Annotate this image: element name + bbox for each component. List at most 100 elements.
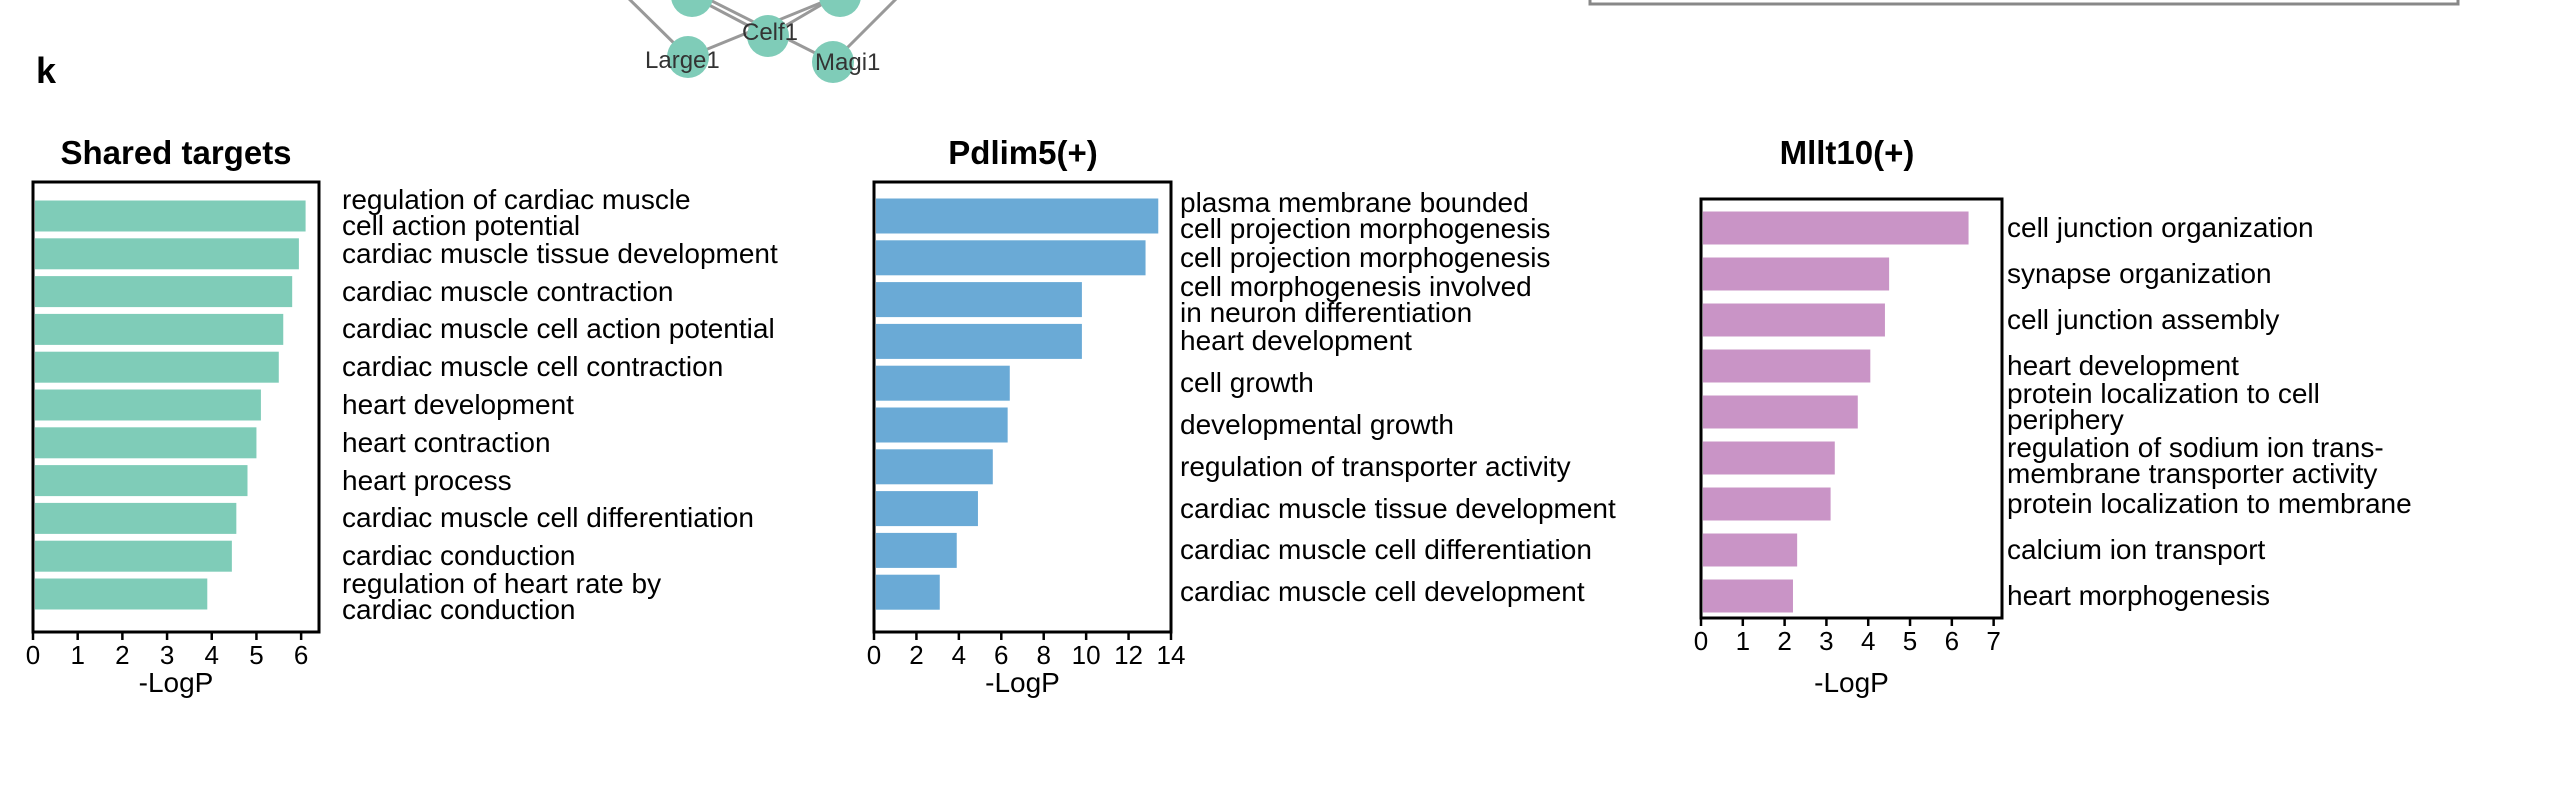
x-tick-label: 14 bbox=[1156, 640, 1186, 670]
category-label: cardiac muscle cell differentiation bbox=[1180, 534, 1592, 566]
category-label: developmental growth bbox=[1180, 409, 1454, 440]
bar-shared-targets bbox=[35, 540, 232, 572]
x-tick-label: 4 bbox=[1860, 626, 1876, 656]
x-axis-title: -LogP bbox=[985, 667, 1060, 698]
x-tick-label: 6 bbox=[293, 640, 309, 670]
x-tick-label: 4 bbox=[951, 640, 967, 670]
bar-shared-targets bbox=[35, 276, 293, 308]
bar-shared-targets bbox=[35, 389, 261, 421]
category-label: heart process bbox=[342, 464, 512, 496]
x-tick-label: 5 bbox=[249, 640, 264, 670]
category-label: cardiac muscle tissue development bbox=[342, 237, 778, 269]
bar-pdlim5 bbox=[876, 198, 1159, 234]
plot-frame bbox=[31, 180, 321, 634]
bar-shared-targets bbox=[35, 351, 279, 383]
network-node bbox=[819, 0, 861, 17]
category-label: cell growth bbox=[1180, 367, 1314, 399]
bar-mllt10 bbox=[1703, 395, 1858, 429]
bar-mllt10 bbox=[1703, 257, 1890, 291]
category-label: regulation of sodium ion trans- membrane… bbox=[2007, 432, 2384, 489]
category-label: heart development bbox=[1180, 325, 1412, 357]
category-label: regulation of cardiac muscle cell action… bbox=[342, 184, 691, 241]
node-label-celf1: Celf1 bbox=[742, 19, 799, 46]
plot-frame bbox=[1699, 197, 2004, 620]
bar-pdlim5 bbox=[876, 323, 1082, 359]
network-node-celf1 bbox=[747, 15, 789, 57]
category-label: calcium ion transport bbox=[2007, 534, 2266, 565]
category-label: cardiac muscle cell development bbox=[1180, 576, 1585, 608]
x-tick-label: 7 bbox=[1986, 626, 2001, 656]
node-label-magi1: Magi1 bbox=[815, 49, 881, 76]
category-label: regulation of transporter activity bbox=[1180, 450, 1571, 482]
bar-pdlim5 bbox=[876, 449, 993, 485]
plot-frame bbox=[872, 180, 1173, 634]
network-node-magi1 bbox=[812, 41, 854, 83]
category-label: cardiac muscle cell differentiation bbox=[342, 502, 754, 534]
chart-title-shared-targets: Shared targets bbox=[60, 134, 292, 171]
network-node bbox=[671, 0, 713, 17]
bar-mllt10 bbox=[1703, 211, 1969, 245]
category-label: cell morphogenesis involved in neuron di… bbox=[1180, 270, 1532, 328]
bar-shared-targets bbox=[35, 465, 248, 497]
bar-mllt10 bbox=[1703, 579, 1793, 613]
category-label: protein localization to membrane bbox=[2007, 488, 2412, 519]
inset-box-edge bbox=[1588, 0, 2460, 6]
bar-shared-targets bbox=[35, 427, 257, 459]
bar-pdlim5 bbox=[876, 407, 1008, 443]
bar-mllt10 bbox=[1703, 303, 1885, 337]
category-label: cell junction organization bbox=[2007, 212, 2314, 243]
x-axis-title: -LogP bbox=[1814, 667, 1889, 698]
x-tick-label: 5 bbox=[1902, 626, 1918, 656]
category-label: heart morphogenesis bbox=[2007, 580, 2271, 611]
chart-title-pdlim5: Pdlim5(+) bbox=[948, 134, 1098, 171]
category-label: cell junction assembly bbox=[2007, 304, 2280, 335]
panel-letter: k bbox=[36, 50, 57, 91]
category-label: cell projection morphogenesis bbox=[1180, 241, 1551, 273]
bar-pdlim5 bbox=[876, 491, 978, 527]
category-label: cardiac muscle cell contraction bbox=[342, 351, 724, 383]
x-tick-label: 0 bbox=[866, 640, 882, 670]
network-nodes bbox=[667, 0, 861, 83]
x-tick-label: 0 bbox=[1693, 626, 1709, 656]
category-label: heart development bbox=[2007, 350, 2239, 381]
bar-mllt10 bbox=[1703, 441, 1835, 475]
bar-shared-targets bbox=[35, 502, 237, 534]
category-label: cardiac muscle cell action potential bbox=[342, 313, 775, 345]
bar-pdlim5 bbox=[876, 365, 1010, 401]
bar-shared-targets bbox=[35, 578, 208, 610]
x-tick-label: 1 bbox=[70, 640, 85, 670]
node-label-large1: Large1 bbox=[645, 47, 720, 74]
bar-pdlim5 bbox=[876, 282, 1082, 318]
x-axis-title: -LogP bbox=[138, 667, 214, 698]
category-label: cardiac muscle tissue development bbox=[1180, 492, 1616, 524]
bar-shared-targets bbox=[35, 238, 299, 270]
x-tick-label: 2 bbox=[1777, 626, 1792, 656]
x-tick-label: 12 bbox=[1114, 640, 1144, 670]
x-tick-label: 3 bbox=[159, 640, 175, 670]
x-tick-label: 0 bbox=[25, 640, 41, 670]
x-tick-label: 6 bbox=[994, 640, 1009, 670]
chart-title-mllt10: Mllt10(+) bbox=[1779, 134, 1915, 171]
bar-mllt10 bbox=[1703, 533, 1798, 567]
x-tick-label: 4 bbox=[204, 640, 219, 670]
network-node-large1 bbox=[667, 36, 709, 78]
x-tick-label: 10 bbox=[1071, 640, 1101, 670]
x-tick-label: 2 bbox=[909, 640, 924, 670]
bar-mllt10 bbox=[1703, 349, 1871, 383]
bar-mllt10 bbox=[1703, 487, 1831, 521]
category-label: heart contraction bbox=[342, 426, 551, 458]
x-tick-label: 2 bbox=[115, 640, 130, 670]
bar-shared-targets bbox=[35, 200, 306, 232]
x-tick-label: 6 bbox=[1944, 626, 1960, 656]
category-label: cardiac conduction bbox=[342, 540, 576, 572]
x-tick-label: 8 bbox=[1036, 640, 1051, 670]
bar-pdlim5 bbox=[876, 532, 957, 568]
bar-shared-targets bbox=[35, 313, 284, 345]
category-label: regulation of heart rate by cardiac cond… bbox=[342, 568, 662, 625]
category-label: heart development bbox=[342, 389, 574, 420]
bar-pdlim5 bbox=[876, 240, 1146, 276]
category-label: plasma membrane bounded cell projection … bbox=[1180, 187, 1551, 244]
